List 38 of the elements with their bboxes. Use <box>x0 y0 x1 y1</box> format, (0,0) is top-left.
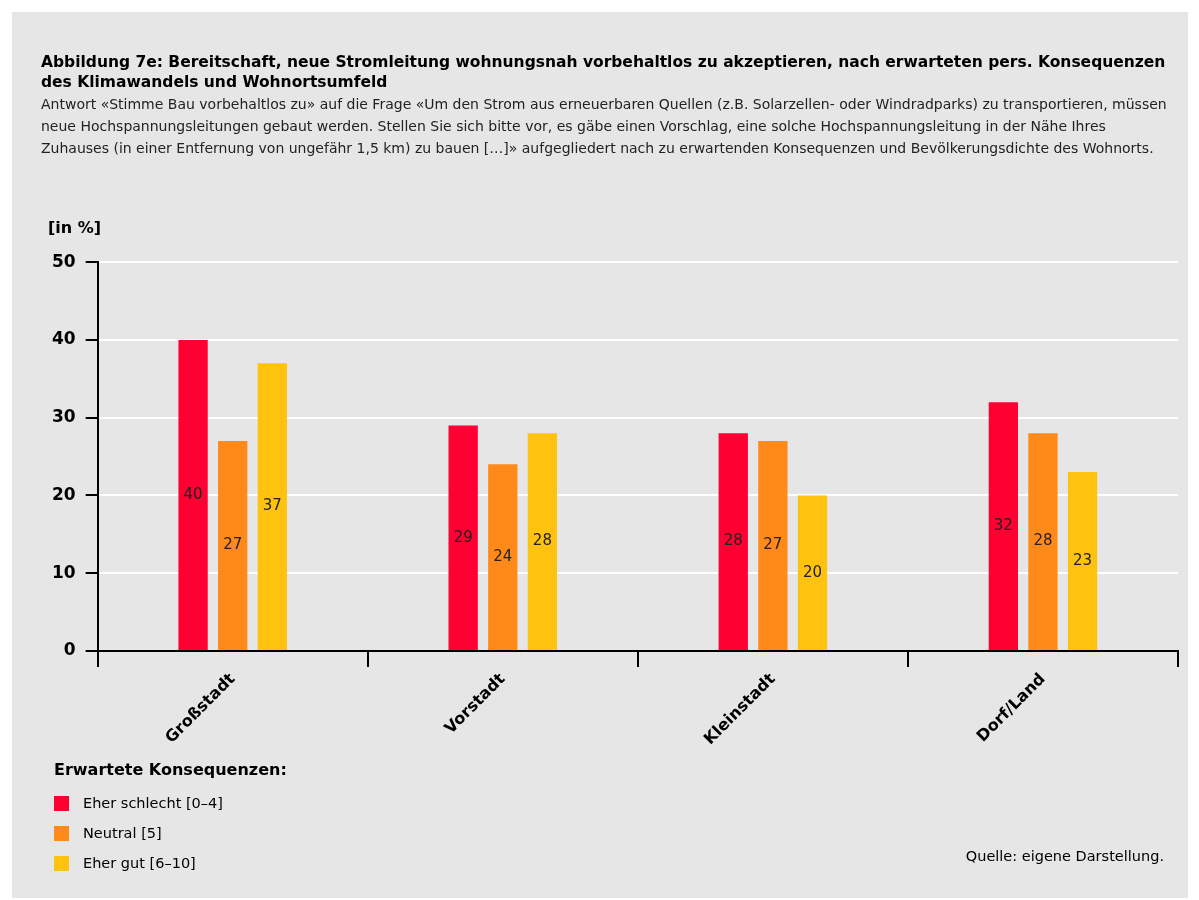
data-label: 27 <box>223 535 243 554</box>
data-label: 24 <box>493 546 513 565</box>
chart-title: Abbildung 7e: Bereitschaft, neue Stromleitung wohnungsnah vorbehaltlos zu akzeptieren, nach erwarteten pers. Konsequenzen des Klimawandels und Wohnortsumfeld <box>41 52 1167 92</box>
data-label: 40 <box>183 484 203 503</box>
bar <box>488 464 518 650</box>
legend-label: Neutral [5] <box>83 825 162 841</box>
chart-subtitle: Antwort «Stimme Bau vorbehaltlos zu» auf die Frage «Um den Strom aus erneuerbaren Quellen (z.B. Solarzellen- oder Windradparks) zu transportieren, müssen neue Hochspannungsleitungen gebaut werden. Stellen Sie sich bitte vor, es gäbe einen Vorschlag, eine solche Hochspannungsleitung in der Nähe Ihres Zuhauses (in einer Entfernung von ungefähr 1,5 km) zu bauen […]» aufgegliedert nach zu erwartenden Konsequenzen und Bevölkerungsdichte des Wohnorts. <box>41 95 1168 158</box>
source-note: Quelle: eigene Darstellung. <box>965 848 1164 864</box>
data-label: 28 <box>532 531 552 550</box>
data-label: 29 <box>453 527 473 546</box>
data-label: 27 <box>763 535 783 554</box>
bar <box>218 441 248 650</box>
y-axis-title: [in %] <box>48 218 102 237</box>
legend-label: Eher schlecht [0–4] <box>83 795 223 811</box>
bar <box>797 495 828 650</box>
bar <box>257 363 287 650</box>
data-label: 20 <box>802 562 823 581</box>
bar <box>527 433 558 650</box>
y-tick-label: 10 <box>51 561 76 582</box>
bar <box>718 433 748 650</box>
bar <box>1067 472 1098 650</box>
bar <box>178 339 208 650</box>
y-tick-label: 0 <box>63 639 76 660</box>
data-label: 32 <box>993 515 1013 534</box>
data-label: 28 <box>1033 531 1053 550</box>
data-label: 23 <box>1073 550 1093 569</box>
data-label: 37 <box>262 496 282 515</box>
y-tick-label: 50 <box>51 250 76 271</box>
legend-label: Eher gut [6–10] <box>83 855 196 871</box>
y-tick-label: 40 <box>51 328 76 349</box>
y-tick-label: 30 <box>51 406 76 427</box>
y-tick-label: 20 <box>51 483 76 504</box>
bar <box>1028 433 1058 650</box>
bar <box>758 441 788 650</box>
legend-title: Erwartete Konsequenzen: <box>54 760 287 779</box>
bar <box>988 402 1018 650</box>
bar <box>448 425 478 650</box>
data-label: 28 <box>723 531 743 550</box>
